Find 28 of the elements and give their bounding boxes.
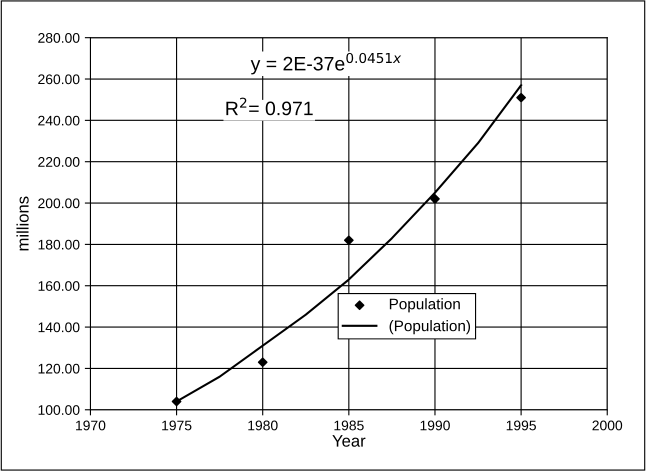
x-tick-label: 1970 (76, 420, 106, 430)
y-tick-label: 260.00 (38, 74, 80, 84)
point (258, 357, 268, 368)
point (430, 194, 440, 204)
legend-label: Population (390, 298, 460, 312)
legend-label: (Population) (390, 320, 470, 334)
x-tick-label: 1975 (162, 420, 192, 430)
annotation: y = 2E-37e$^{0.0451x}$ (250, 52, 402, 74)
point (516, 92, 526, 102)
point (172, 396, 182, 406)
y-tick-label: 200.00 (38, 198, 80, 208)
y-tick-label: 280.00 (38, 33, 80, 43)
x-tick-label: 1995 (506, 420, 536, 430)
x-tick-label: 1980 (248, 420, 278, 430)
y-tick-label: 100.00 (38, 405, 80, 415)
annotation: R$^{2}$= 0.971 (226, 98, 313, 116)
y-tick-label: 240.00 (38, 116, 80, 126)
x-axis-title: Year (332, 435, 366, 447)
x-tick-label: 2000 (592, 420, 622, 430)
y-tick-label: 120.00 (38, 364, 80, 374)
x-tick-label: 1990 (420, 420, 450, 430)
point (344, 235, 354, 246)
y-tick-label: 180.00 (38, 240, 80, 250)
y-tick-label: 160.00 (38, 281, 80, 291)
y-tick-label: 220.00 (38, 157, 80, 167)
y-axis-title: millions (16, 196, 29, 250)
y-tick-label: 140.00 (38, 322, 80, 332)
x-tick-label: 1985 (334, 420, 364, 430)
